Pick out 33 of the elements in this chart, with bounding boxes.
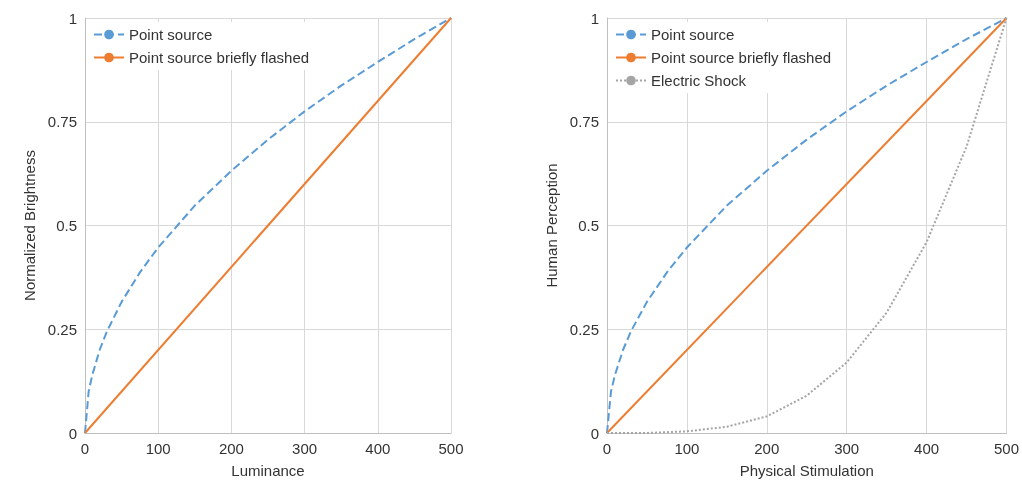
x-tick-label: 200 xyxy=(754,440,780,457)
x-tick-label: 0 xyxy=(80,440,90,457)
x-tick-label: 100 xyxy=(674,440,700,457)
x-tick-label: 300 xyxy=(292,440,318,457)
x-tick-label: 100 xyxy=(145,440,171,457)
y-tick-label: 0.75 xyxy=(47,113,77,131)
legend-label: Point source briefly flashed xyxy=(129,49,310,66)
y-axis-title: Normalized Brightness xyxy=(20,150,38,301)
line-series xyxy=(606,17,1008,434)
y-tick-label: 0 xyxy=(590,424,599,442)
y-tick-label: 0 xyxy=(68,424,77,442)
y-tick-label: 0.5 xyxy=(578,217,599,234)
y-tick-label: 1 xyxy=(68,9,77,27)
legend-label: Electric Shock xyxy=(651,72,747,89)
x-tick-label: 400 xyxy=(914,440,940,457)
y-tick-label: 0.5 xyxy=(56,217,77,234)
x-tick-label: 400 xyxy=(365,440,391,457)
x-tick-label: 300 xyxy=(834,440,860,457)
y-tick-label: 0.25 xyxy=(569,320,599,338)
x-tick-label: 0 xyxy=(602,440,612,457)
y-tick-label: 1 xyxy=(590,9,599,27)
x-tick-label: 500 xyxy=(993,440,1019,457)
x-tick-label: 200 xyxy=(218,440,244,457)
y-tick-label: 0.25 xyxy=(47,320,77,338)
x-axis-title: Physical Stimulation xyxy=(739,462,874,479)
x-tick-label: 500 xyxy=(438,440,464,457)
x-axis-title: Luminance xyxy=(231,462,305,479)
legend-label: Point source xyxy=(651,26,735,43)
y-tick-label: 0.75 xyxy=(569,113,599,131)
y-axis-title: Human Perception xyxy=(542,163,560,288)
legend-label: Point source xyxy=(129,26,213,43)
line-series xyxy=(84,17,452,434)
legend-label: Point source briefly flashed xyxy=(651,49,832,66)
